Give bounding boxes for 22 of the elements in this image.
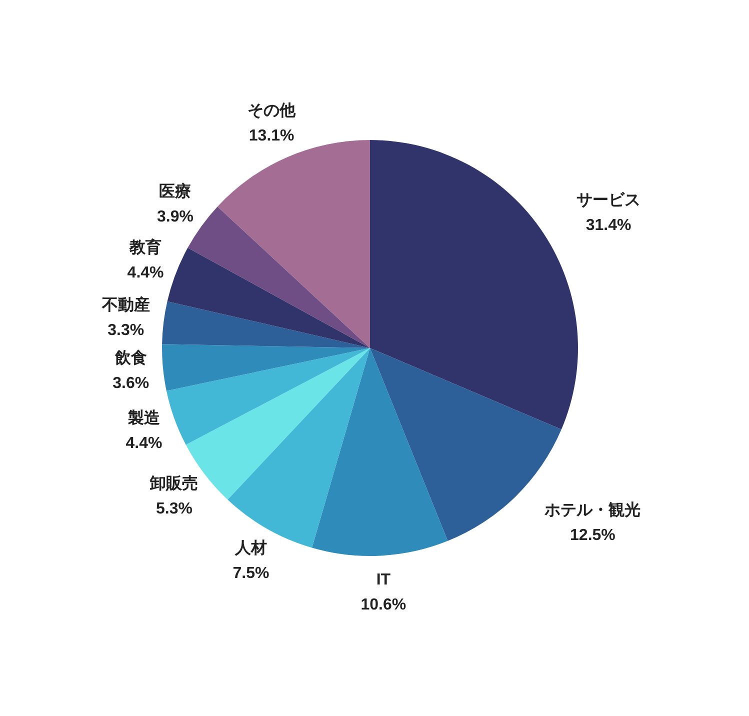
data-label: 5.3% (156, 500, 192, 518)
slice-label: 医療 (159, 182, 192, 201)
slice-label: IT (376, 572, 391, 589)
slice-label: 人材 (234, 538, 267, 557)
slice-label: サービス (576, 190, 641, 209)
data-label: 7.5% (232, 564, 270, 582)
data-label: 12.5% (570, 526, 616, 544)
data-label: 4.4% (127, 264, 164, 282)
slice-label: 不動産 (100, 295, 150, 314)
data-label: 3.9% (156, 208, 194, 226)
slice-label: その他 (248, 101, 297, 120)
slice-label: 教育 (128, 238, 162, 257)
data-label: 31.4% (586, 216, 632, 234)
slice-label: 卸販売 (149, 474, 198, 492)
slice-label: ホテル・観光 (544, 500, 641, 519)
slice-label: 製造 (126, 408, 161, 427)
data-label: 10.6% (360, 596, 406, 614)
data-label: 4.4% (126, 434, 162, 452)
slice-label: 飲食 (114, 349, 147, 368)
data-label: 3.3% (108, 322, 144, 340)
data-label: 13.1% (248, 127, 294, 144)
data-label: 3.6% (112, 375, 150, 392)
